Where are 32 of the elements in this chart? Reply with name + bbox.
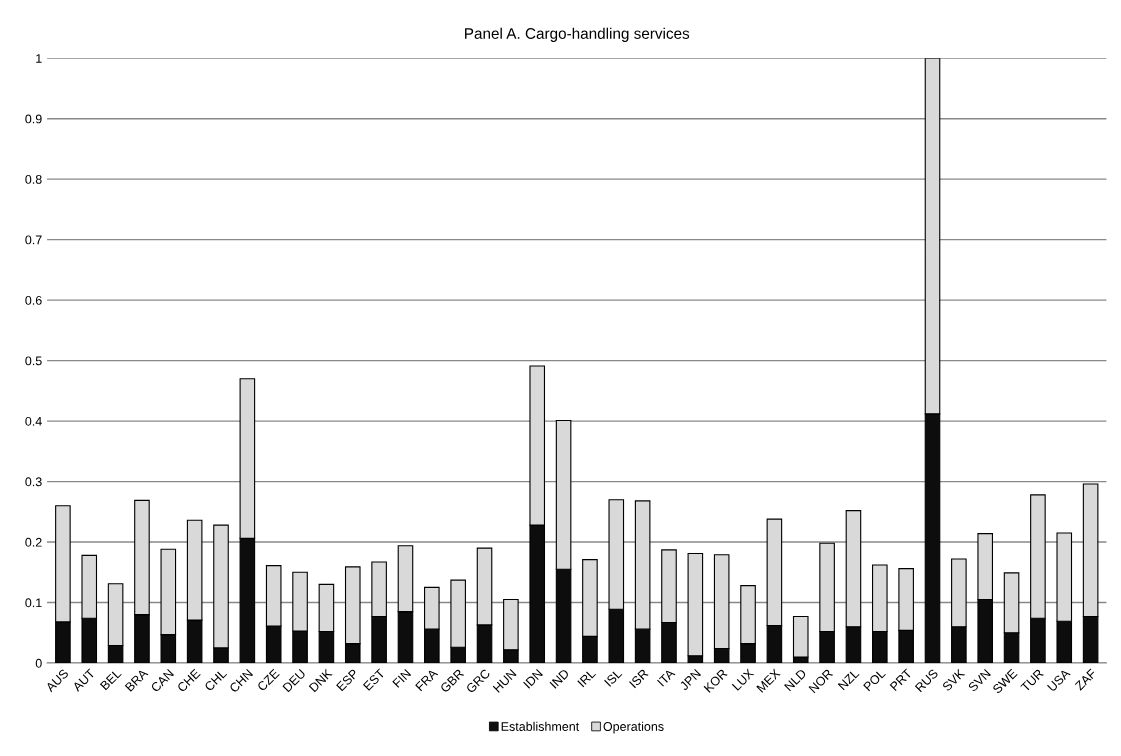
y-tick-label: 0.7 [25,235,42,245]
legend-label: Operations [603,721,664,734]
y-tick-label: 1 [36,54,42,63]
x-tick-label: USA [1047,668,1071,692]
legend-label: Establishment [501,721,580,731]
y-tick-label: 0 [35,658,42,668]
y-tick-label: 0.4 [25,416,42,426]
x-tick-label: ISR [628,668,649,689]
x-tick-label: CHL [204,668,228,692]
x-tick-label: IRL [577,668,597,688]
chart-title: Panel A. Cargo-handling services [465,27,690,42]
x-tick-label: POL [863,668,886,692]
y-tick-label: 0.9 [25,114,42,124]
y-tick-label: 0.2 [25,537,42,547]
x-tick-label: TUR [1020,668,1044,693]
x-tick-label: NZL [837,668,860,691]
x-tick-label: NLD [784,668,807,692]
y-tick-label: 0.5 [25,356,42,366]
x-tick-label: FIN [392,668,412,688]
x-tick-label: CZE [256,668,280,692]
y-tick-label: 0.3 [25,477,42,487]
x-tick-label: BEL [99,668,122,691]
x-tick-label: IND [549,668,570,689]
x-tick-label: BRA [124,668,149,692]
x-tick-label: ITA [657,668,676,687]
y-tick-label: 0.6 [25,295,42,305]
x-tick-label: JPN [679,668,702,691]
x-tick-label: FRA [415,668,439,692]
x-tick-label: ISL [604,668,623,687]
x-tick-label: IDN [523,668,543,689]
y-tick-label: 0.8 [25,174,42,184]
y-tick-label: 0.1 [25,598,42,608]
